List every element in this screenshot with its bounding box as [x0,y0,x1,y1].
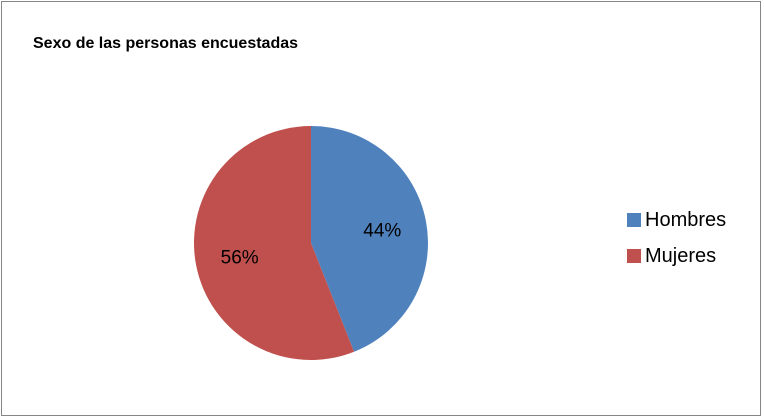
pie-slice-hombres [311,126,428,352]
legend: Hombres Mujeres [627,202,726,274]
legend-label-hombres: Hombres [645,208,727,231]
legend-item-mujeres: Mujeres [627,238,726,274]
pie-slice-mujeres [193,126,355,360]
legend-item-hombres: Hombres [627,202,726,238]
legend-swatch-hombres [627,213,641,227]
slice-label-mujeres: 56% [221,248,259,269]
slice-label-hombres: 44% [363,220,401,241]
legend-label-mujeres: Mujeres [645,244,717,267]
legend-swatch-mujeres [627,249,641,263]
chart-title: Sexo de las personas encuestadas [33,35,299,52]
